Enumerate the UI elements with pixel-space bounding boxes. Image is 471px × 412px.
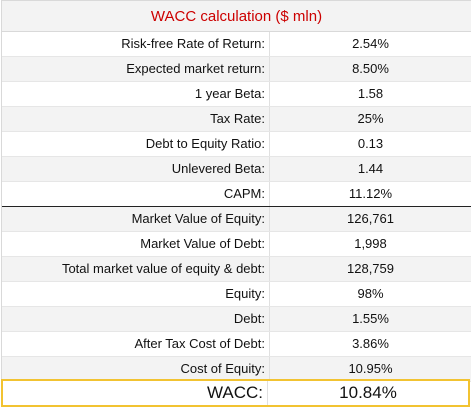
row-value: 0.13: [357, 136, 384, 151]
row-capm: CAPM: 11.12%: [2, 182, 471, 207]
row-label: CAPM:: [2, 182, 270, 206]
row-value: 3.86%: [352, 336, 389, 351]
table-title-cell: WACC calculation ($ mln): [2, 0, 471, 32]
row-value: 126,761: [347, 211, 394, 226]
row-tax-rate: Tax Rate: 25%: [2, 107, 471, 132]
row-value: 25%: [357, 111, 384, 126]
row-unlevered-beta: Unlevered Beta: 1.44: [2, 157, 471, 182]
row-value: 11.12%: [348, 186, 393, 201]
row-label: After Tax Cost of Debt:: [2, 332, 270, 356]
row-value: 10.95%: [348, 361, 393, 376]
row-total-market-value: Total market value of equity & debt: 128…: [2, 257, 471, 282]
row-value: 1.55%: [352, 311, 389, 326]
row-label: Debt:: [2, 307, 270, 331]
row-label: 1 year Beta:: [2, 82, 270, 106]
row-equity-weight: Equity: 98%: [2, 282, 471, 307]
row-value: 1.58: [357, 86, 384, 101]
wacc-label: WACC:: [3, 381, 268, 405]
row-debt-to-equity: Debt to Equity Ratio: 0.13: [2, 132, 471, 157]
row-label: Market Value of Debt:: [2, 232, 270, 256]
row-value: 1,998: [354, 236, 387, 251]
row-expected-market-return: Expected market return: 8.50%: [2, 57, 471, 82]
row-label: Market Value of Equity:: [2, 207, 270, 231]
row-label: Tax Rate:: [2, 107, 270, 131]
row-value: 98%: [357, 286, 384, 301]
row-label: Unlevered Beta:: [2, 157, 270, 181]
wacc-total-row: WACC: 10.84%: [1, 379, 470, 407]
row-after-tax-cost-of-debt: After Tax Cost of Debt: 3.86%: [2, 332, 471, 357]
row-label: Equity:: [2, 282, 270, 306]
wacc-table: WACC calculation ($ mln) Risk-free Rate …: [1, 0, 471, 382]
wacc-value: 10.84%: [339, 383, 397, 402]
row-label: Expected market return:: [2, 57, 270, 81]
row-value: 2.54%: [352, 36, 389, 51]
row-label: Risk-free Rate of Return:: [2, 32, 270, 56]
row-value: 1.44: [357, 161, 384, 176]
row-label: Cost of Equity:: [2, 357, 270, 381]
row-debt-weight: Debt: 1.55%: [2, 307, 471, 332]
row-value: 8.50%: [352, 61, 389, 76]
row-label: Debt to Equity Ratio:: [2, 132, 270, 156]
row-market-value-debt: Market Value of Debt: 1,998: [2, 232, 471, 257]
row-market-value-equity: Market Value of Equity: 126,761: [2, 207, 471, 232]
row-value: 128,759: [347, 261, 394, 276]
row-risk-free-rate: Risk-free Rate of Return: 2.54%: [2, 32, 471, 57]
table-title: WACC calculation ($ mln): [150, 7, 323, 25]
row-label: Total market value of equity & debt:: [2, 257, 270, 281]
row-beta: 1 year Beta: 1.58: [2, 82, 471, 107]
